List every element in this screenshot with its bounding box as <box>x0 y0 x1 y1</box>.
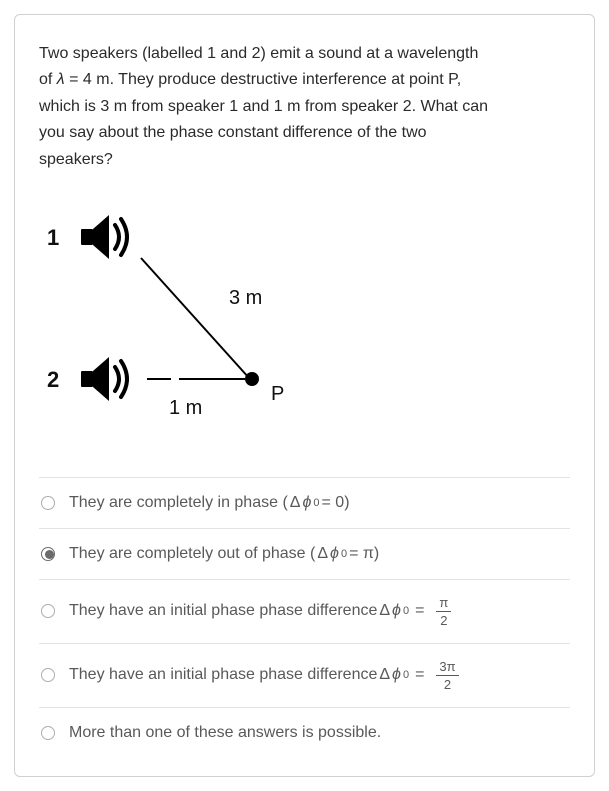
q-line2-pre: of <box>39 71 57 88</box>
option-text-pre: They have an initial phase phase differe… <box>69 666 377 684</box>
line-2-to-p-b <box>179 378 245 380</box>
distance-3m: 3 m <box>229 287 262 310</box>
opt-in-phase[interactable]: They are completely in phase (Δϕ0 = 0) <box>39 477 570 528</box>
option-text: They have an initial phase phase differe… <box>69 660 459 691</box>
option-text: They are completely out of phase (Δϕ0 = … <box>69 545 379 563</box>
line-1-to-p <box>140 257 251 379</box>
speaker-1-icon <box>75 205 139 269</box>
phi-symbol: ϕ <box>392 602 401 620</box>
speaker-2-label: 2 <box>47 367 59 393</box>
delta-symbol: Δ <box>379 602 390 620</box>
equals-sign: = <box>415 666 424 684</box>
phi-symbol: ϕ <box>330 545 339 563</box>
phi-symbol: ϕ <box>392 666 401 684</box>
radio-button[interactable] <box>41 496 55 510</box>
q-line1: Two speakers (labelled 1 and 2) emit a s… <box>39 45 478 62</box>
delta-symbol: Δ <box>379 666 390 684</box>
q-line5: speakers? <box>39 151 113 168</box>
point-p-label: P <box>271 383 284 406</box>
option-text-pre: They are completely in phase ( <box>69 494 288 512</box>
option-text: More than one of these answers is possib… <box>69 724 381 742</box>
diagram: 1 2 3 m 1 m P <box>39 197 349 457</box>
fraction-numerator: π <box>436 596 451 612</box>
option-text-pre: More than one of these answers is possib… <box>69 724 381 742</box>
q-line2-val: 4 m. They produce destructive interferen… <box>83 71 461 88</box>
speaker-2-icon <box>75 347 139 411</box>
fraction: π2 <box>436 596 451 627</box>
q-line4: you say about the phase constant differe… <box>39 124 427 141</box>
opt-more-than-one[interactable]: More than one of these answers is possib… <box>39 707 570 758</box>
option-text-pre: They are completely out of phase ( <box>69 545 315 563</box>
opt-out-of-phase[interactable]: They are completely out of phase (Δϕ0 = … <box>39 528 570 579</box>
phi-subscript: 0 <box>403 605 409 617</box>
radio-button[interactable] <box>41 726 55 740</box>
question-text: Two speakers (labelled 1 and 2) emit a s… <box>39 41 570 173</box>
delta-symbol: Δ <box>290 494 301 512</box>
speaker-1-label: 1 <box>47 225 59 251</box>
fraction-denominator: 2 <box>437 612 450 627</box>
phi-subscript: 0 <box>403 669 409 681</box>
option-text: They are completely in phase (Δϕ0 = 0) <box>69 494 350 512</box>
lambda-symbol: λ <box>57 71 65 88</box>
phi-subscript: 0 <box>341 548 347 560</box>
option-text-post: = π) <box>349 545 379 563</box>
fraction: 3π2 <box>436 660 458 691</box>
question-card: Two speakers (labelled 1 and 2) emit a s… <box>14 14 595 777</box>
distance-1m: 1 m <box>169 397 202 420</box>
radio-button[interactable] <box>41 604 55 618</box>
opt-pi-over-2[interactable]: They have an initial phase phase differe… <box>39 579 570 643</box>
phi-symbol: ϕ <box>302 494 311 512</box>
q-line2-eq: = <box>65 71 83 88</box>
opt-3pi-over-2[interactable]: They have an initial phase phase differe… <box>39 643 570 707</box>
point-p <box>245 372 259 386</box>
equals-sign: = <box>415 602 424 620</box>
q-line3: which is 3 m from speaker 1 and 1 m from… <box>39 98 488 115</box>
radio-button[interactable] <box>41 547 55 561</box>
fraction-denominator: 2 <box>441 676 454 691</box>
answer-options: They are completely in phase (Δϕ0 = 0)Th… <box>39 477 570 758</box>
line-2-to-p-a <box>147 378 171 380</box>
option-text: They have an initial phase phase differe… <box>69 596 451 627</box>
fraction-numerator: 3π <box>436 660 458 676</box>
radio-button[interactable] <box>41 668 55 682</box>
delta-symbol: Δ <box>317 545 328 563</box>
option-text-post: = 0) <box>322 494 350 512</box>
phi-subscript: 0 <box>313 497 319 509</box>
option-text-pre: They have an initial phase phase differe… <box>69 602 377 620</box>
